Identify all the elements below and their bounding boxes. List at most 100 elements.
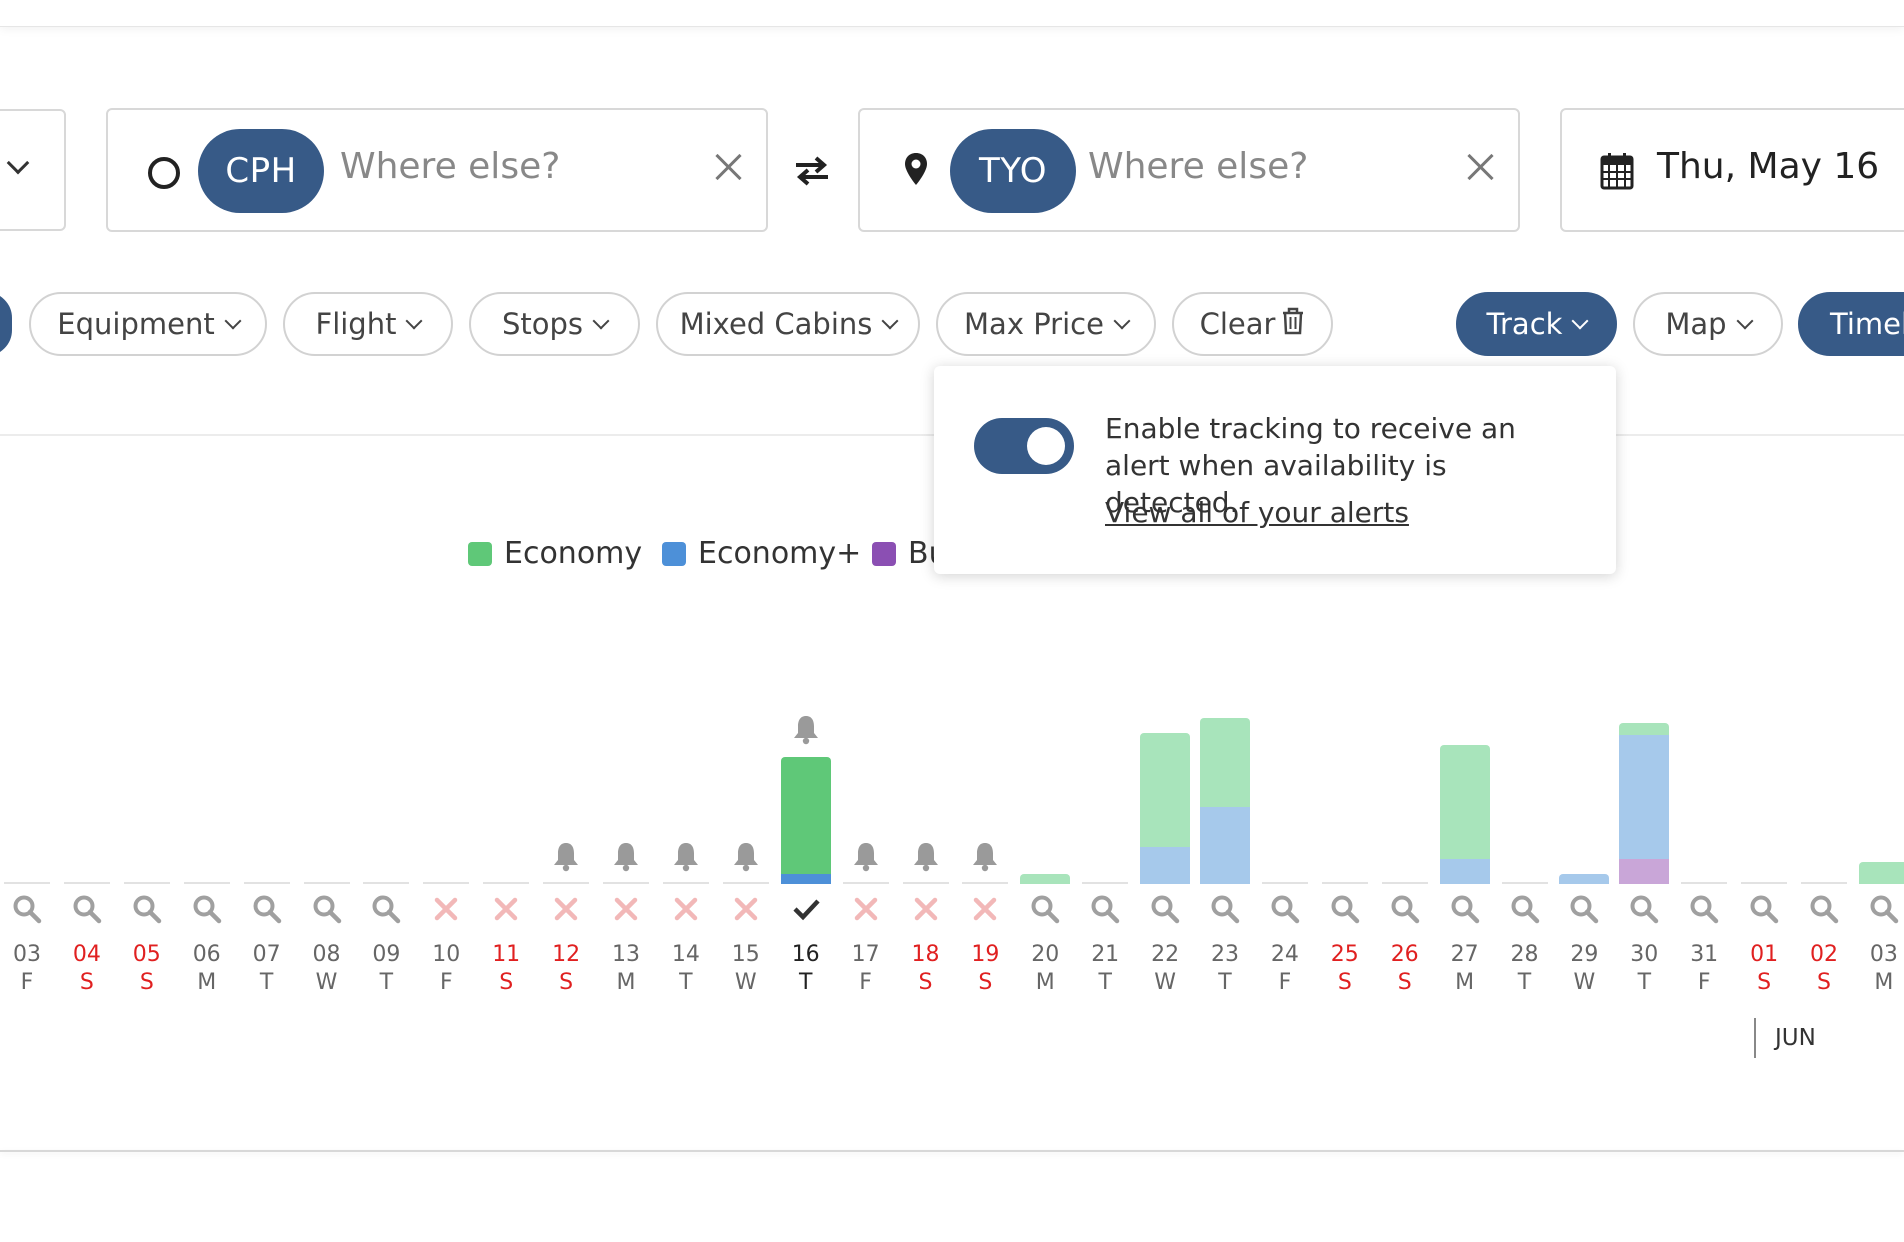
bell-icon[interactable] [852,840,880,876]
stops-filter[interactable]: Stops [469,292,640,356]
bell-icon[interactable] [732,840,760,876]
bell-icon[interactable] [612,840,640,876]
search-icon[interactable] [1330,894,1360,928]
bar-segment-economy-plus[interactable] [1200,807,1250,884]
max-price-label: Max Price [964,307,1104,341]
bell-icon[interactable] [672,840,700,876]
chevron-down-icon [881,312,899,330]
bar-segment-economy[interactable] [1619,723,1670,735]
search-icon[interactable] [72,894,102,928]
search-icon[interactable] [1629,894,1659,928]
empty-day-baseline [1321,882,1368,884]
bell-icon[interactable] [971,840,999,876]
flight-label: Flight [315,307,397,341]
bar-segment-economy-plus[interactable] [1559,874,1610,884]
bar-segment-economy-plus[interactable] [1140,847,1191,884]
bell-icon[interactable] [792,713,820,749]
origin-placeholder[interactable]: Where else? [340,146,561,187]
search-icon[interactable] [312,894,342,928]
check-icon[interactable] [791,894,821,928]
date-number-label: 04 [72,942,101,967]
search-icon[interactable] [1210,894,1240,928]
view-alerts-link[interactable]: View all of your alerts [1105,496,1409,529]
unavailable-icon[interactable] [551,894,581,928]
weekday-label: F [859,970,872,995]
chevron-down-icon [224,312,242,330]
clear-destination-icon[interactable] [1458,146,1502,190]
search-icon[interactable] [1689,894,1719,928]
destination-field[interactable]: TYO Where else? [858,108,1520,232]
empty-day-baseline [662,882,709,884]
weekday-label: F [1278,970,1292,995]
search-icon[interactable] [1450,894,1480,928]
bar-segment-economy[interactable] [1858,862,1904,884]
origin-airport-pill[interactable]: CPH [198,129,324,213]
date-number-label: 01 [1750,942,1779,967]
unavailable-icon[interactable] [731,894,761,928]
bar-segment-economy[interactable] [1020,874,1071,884]
equipment-filter[interactable]: Equipment [29,292,267,356]
bar-segment-bu[interactable] [1619,859,1670,884]
search-icon[interactable] [1270,894,1300,928]
timeline-label: Timel [1830,307,1904,341]
bell-icon[interactable] [552,840,580,876]
bell-icon[interactable] [912,840,940,876]
clear-filters-button[interactable]: Clear [1172,292,1333,356]
search-icon[interactable] [132,894,162,928]
previous-field-dropdown[interactable] [0,109,66,231]
unavailable-icon[interactable] [491,894,521,928]
search-icon[interactable] [1869,894,1899,928]
search-icon[interactable] [1569,894,1599,928]
date-number-label: 05 [132,942,161,967]
timeline-button[interactable]: Timel [1798,292,1904,356]
clear-origin-icon[interactable] [706,146,750,190]
bar-segment-economy[interactable] [780,757,831,874]
clear-label: Clear [1199,307,1276,341]
bar-segment-economy-plus[interactable] [1439,859,1490,884]
search-icon[interactable] [1030,894,1060,928]
unavailable-icon[interactable] [911,894,941,928]
circle-icon [148,157,180,189]
bar-segment-economy[interactable] [1439,745,1490,859]
legend-label: Economy [504,536,643,571]
unavailable-icon[interactable] [970,894,1000,928]
search-icon[interactable] [1150,894,1180,928]
empty-day-baseline [363,882,410,884]
swap-icon[interactable] [794,156,830,186]
empty-day-baseline [1741,882,1788,884]
search-icon[interactable] [1809,894,1839,928]
bar-segment-economy[interactable] [1140,733,1191,847]
unavailable-icon[interactable] [431,894,461,928]
date-number-label: 02 [1810,942,1838,967]
empty-day-baseline [1801,882,1847,884]
flight-filter[interactable]: Flight [283,292,453,356]
date-number-label: 06 [192,942,221,967]
unavailable-icon[interactable] [851,894,881,928]
search-icon[interactable] [1749,894,1779,928]
date-field[interactable]: Thu, May 16 [1560,108,1904,232]
map-button[interactable]: Map [1633,292,1783,356]
destination-placeholder[interactable]: Where else? [1088,146,1309,187]
unavailable-icon[interactable] [671,894,701,928]
bar-segment-economy[interactable] [1200,718,1250,807]
unavailable-icon[interactable] [611,894,641,928]
origin-field[interactable]: CPH Where else? [106,108,768,232]
weekday-label: S [559,970,574,995]
bar-segment-economy-plus[interactable] [780,874,831,884]
search-icon[interactable] [192,894,222,928]
destination-airport-pill[interactable]: TYO [950,129,1076,213]
search-icon[interactable] [12,894,42,928]
search-icon[interactable] [252,894,282,928]
max-price-filter[interactable]: Max Price [936,292,1156,356]
mixed-cabins-filter[interactable]: Mixed Cabins [656,292,920,356]
track-button[interactable]: Track [1456,292,1617,356]
search-icon[interactable] [371,894,401,928]
prev-chip[interactable] [0,292,12,356]
weekday-label: W [1573,970,1596,995]
stops-label: Stops [501,307,584,341]
search-icon[interactable] [1510,894,1540,928]
search-icon[interactable] [1090,894,1120,928]
bar-segment-economy-plus[interactable] [1619,735,1670,859]
search-icon[interactable] [1390,894,1420,928]
tracking-toggle[interactable] [974,418,1074,474]
